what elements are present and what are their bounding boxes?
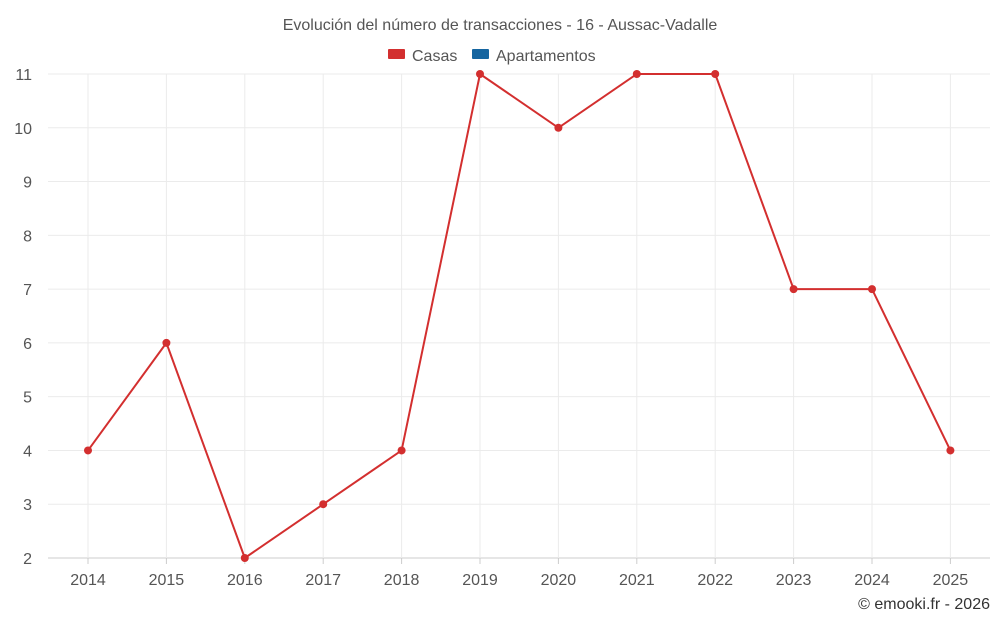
y-tick-label: 2 (23, 551, 32, 568)
legend: Casas Apartamentos (388, 48, 596, 65)
data-point-casas[interactable] (789, 285, 798, 294)
data-point-casas[interactable] (476, 70, 484, 78)
x-tick-label: 2015 (149, 572, 185, 589)
chart-title: Evolución del número de transacciones - … (283, 17, 718, 34)
data-point-casas[interactable] (554, 123, 563, 132)
data-point-casas[interactable] (711, 70, 720, 78)
data-point-casas[interactable] (319, 500, 328, 509)
legend-swatch-casas (388, 49, 405, 59)
legend-label-apartamentos: Apartamentos (496, 48, 596, 65)
x-tick-label: 2016 (227, 572, 263, 589)
data-point-casas[interactable] (632, 70, 641, 78)
data-point-casas[interactable] (162, 338, 171, 347)
legend-item-casas[interactable]: Casas (388, 48, 457, 65)
y-tick-label: 10 (14, 121, 32, 138)
x-tick-label: 2021 (619, 572, 655, 589)
y-axis: 2 3 4 5 6 7 8 9 10 11 (14, 67, 32, 568)
x-axis: 2014 2015 2016 2017 2018 2019 2020 2021 2022 2023… (70, 558, 968, 589)
y-tick-label: 11 (15, 67, 32, 84)
x-tick-label: 2020 (541, 572, 577, 589)
y-tick-label: 7 (23, 282, 32, 299)
grid (48, 73, 990, 559)
data-point-casas[interactable] (946, 446, 955, 455)
y-tick-label: 4 (23, 443, 32, 460)
watermark: © emooki.fr - 2026 (858, 596, 990, 613)
y-tick-label: 6 (23, 336, 32, 353)
legend-swatch-apartamentos (472, 49, 489, 59)
x-tick-label: 2014 (70, 572, 106, 589)
x-tick-label: 2025 (933, 572, 969, 589)
y-tick-label: 3 (23, 497, 32, 514)
y-tick-label: 5 (23, 390, 32, 407)
data-point-casas[interactable] (240, 554, 249, 562)
x-tick-label: 2022 (697, 572, 733, 589)
legend-item-apartamentos[interactable]: Apartamentos (472, 48, 596, 65)
data-point-casas[interactable] (397, 446, 406, 455)
data-point-casas[interactable] (84, 446, 92, 455)
x-tick-label: 2017 (305, 572, 341, 589)
x-tick-label: 2024 (854, 572, 890, 589)
data-point-casas[interactable] (868, 285, 876, 294)
y-tick-label: 8 (23, 228, 32, 245)
x-tick-label: 2023 (776, 572, 812, 589)
x-tick-label: 2018 (384, 572, 420, 589)
y-tick-label: 9 (23, 175, 32, 192)
series-line-casas (87, 73, 952, 559)
legend-label-casas: Casas (412, 48, 457, 65)
series (84, 70, 955, 562)
x-tick-label: 2019 (462, 572, 498, 589)
